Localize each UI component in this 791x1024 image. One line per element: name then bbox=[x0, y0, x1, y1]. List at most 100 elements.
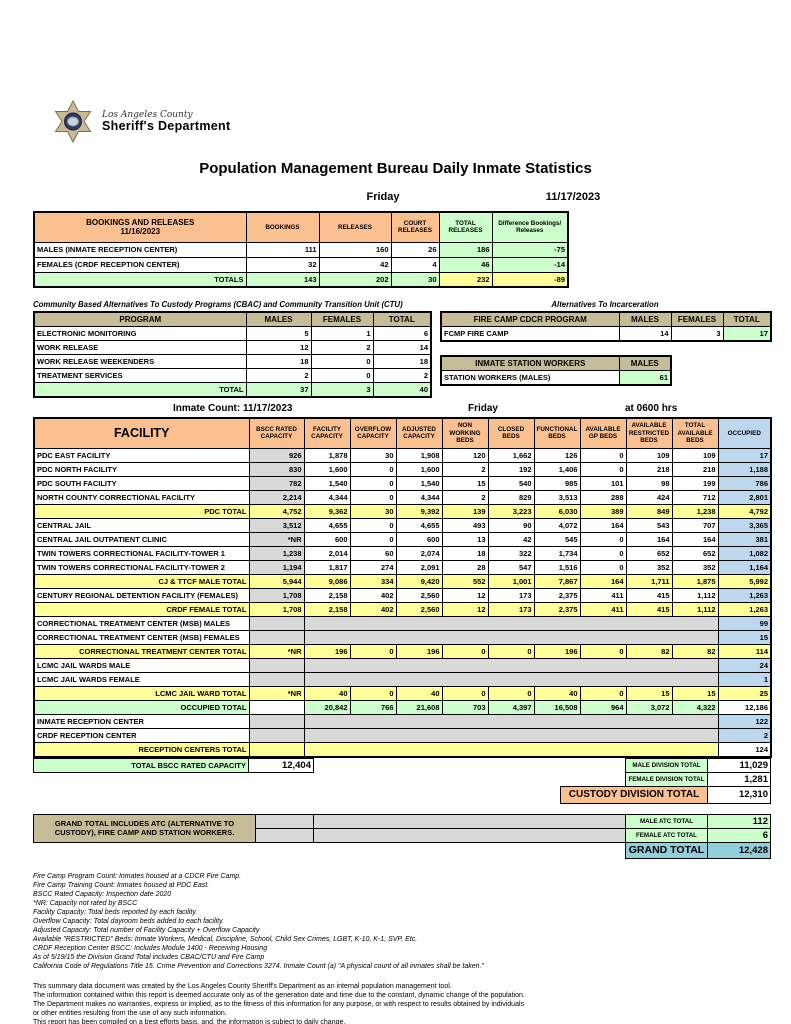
column-header: TOTAL bbox=[372, 311, 432, 327]
value-cell: 5,992 bbox=[717, 573, 772, 589]
total-bscc-row: TOTAL BSCC RATED CAPACITY 12,404 MALE DI… bbox=[33, 757, 771, 773]
facility-row: TWIN TOWERS CORRECTIONAL FACILITY-TOWER … bbox=[33, 545, 772, 561]
value-cell: 0 bbox=[349, 489, 397, 505]
footnote-line: Fire Camp Program Count: Inmates housed … bbox=[33, 872, 242, 880]
value-cell: 199 bbox=[671, 475, 719, 491]
spacer-cell bbox=[248, 629, 305, 645]
footnote-line: *NR: Capacity not rated by BSCC bbox=[33, 899, 138, 907]
value-cell: 545 bbox=[533, 531, 581, 547]
value-cell: 143 bbox=[245, 271, 320, 288]
value-cell: 4,752 bbox=[248, 503, 305, 519]
row-label: MALES (INMATE RECEPTION CENTER) bbox=[33, 241, 247, 258]
totals-label: TOTAL bbox=[33, 382, 247, 398]
footnote-line: Fire Camp Training Count: Inmates housed… bbox=[33, 881, 210, 889]
column-header: Difference Bookings/ Releases bbox=[491, 211, 569, 243]
value-cell: 1,875 bbox=[671, 573, 719, 589]
facility-row: CRDF FEMALE TOTAL 1,708 2,158 402 2,560 12 173… bbox=[33, 601, 772, 617]
programs-section: Community Based Alternatives To Custody … bbox=[33, 300, 772, 398]
value-cell: 849 bbox=[625, 503, 673, 519]
value-cell: 218 bbox=[671, 461, 719, 477]
value-cell: 40 bbox=[303, 685, 351, 701]
row-label: STATION WORKERS (MALES) bbox=[440, 370, 620, 386]
disclaimer-line: This summary data document was created b… bbox=[33, 982, 452, 990]
value-cell: 15 bbox=[441, 475, 489, 491]
value-cell: 164 bbox=[579, 517, 627, 533]
value-cell: 1,540 bbox=[303, 475, 351, 491]
value-cell: 0 bbox=[487, 685, 535, 701]
facility-row: PDC NORTH FACILITY 830 1,600 0 1,600 2 192 1,40… bbox=[33, 461, 772, 477]
value-cell: 600 bbox=[395, 531, 443, 547]
facility-label: INMATE RECEPTION CENTER bbox=[33, 713, 250, 729]
total-label: CJ & TTCF MALE TOTAL bbox=[33, 573, 250, 589]
column-header: CLOSED BEDS bbox=[487, 417, 535, 449]
value-cell: 652 bbox=[625, 545, 673, 561]
facility-row: CJ & TTCF MALE TOTAL 5,944 9,086 334 9,420 55… bbox=[33, 573, 772, 589]
value-cell: 334 bbox=[349, 573, 397, 589]
value-cell: 1,112 bbox=[671, 601, 719, 617]
spacer-cell bbox=[255, 827, 314, 843]
value-cell: *NR bbox=[248, 685, 305, 701]
value-cell: 703 bbox=[441, 699, 489, 715]
value-cell: 40 bbox=[395, 685, 443, 701]
column-header: OVERFLOW CAPACITY bbox=[349, 417, 397, 449]
column-header: FUNCTIONAL BEDS bbox=[533, 417, 581, 449]
value-cell: *NR bbox=[248, 531, 305, 547]
value-cell: 16,508 bbox=[533, 699, 581, 715]
disclaimer-line: The information contained within this re… bbox=[33, 991, 525, 999]
value-cell: 25 bbox=[717, 685, 772, 701]
value-cell: 381 bbox=[717, 531, 772, 547]
value-cell: 30 bbox=[349, 503, 397, 519]
value-cell: 424 bbox=[625, 489, 673, 505]
value-cell: 1,540 bbox=[395, 475, 443, 491]
value-cell: 1,908 bbox=[395, 447, 443, 463]
facility-row: NORTH COUNTY CORRECTIONAL FACILITY 2,214 4… bbox=[33, 489, 772, 505]
value-cell: 712 bbox=[671, 489, 719, 505]
value-cell: 4 bbox=[390, 256, 440, 273]
facility-row: OCCUPIED TOTAL 20,842 766 21,608 703 4,397 16,… bbox=[33, 699, 772, 715]
male-division-value: 11,029 bbox=[707, 757, 771, 773]
spacer-cell bbox=[303, 629, 719, 645]
value-cell: 90 bbox=[487, 517, 535, 533]
value-cell: 0 bbox=[349, 517, 397, 533]
facility-label: NORTH COUNTY CORRECTIONAL FACILITY bbox=[33, 489, 250, 505]
value-cell: 552 bbox=[441, 573, 489, 589]
spacer-cell bbox=[303, 741, 719, 757]
facility-label: CRDF RECEPTION CENTER bbox=[33, 727, 250, 743]
column-header: FACILITY CAPACITY bbox=[303, 417, 351, 449]
fire-camp-header: FIRE CAMP CDCR PROGRAM bbox=[440, 311, 620, 327]
facility-label: CENTRAL JAIL bbox=[33, 517, 250, 533]
inmate-count-day: Friday bbox=[467, 403, 498, 414]
value-cell: 9,362 bbox=[303, 503, 351, 519]
cbac-title: Community Based Alternatives To Custody … bbox=[33, 300, 403, 309]
value-cell: 2,074 bbox=[395, 545, 443, 561]
value-cell: 600 bbox=[303, 531, 351, 547]
value-cell: 2,560 bbox=[395, 601, 443, 617]
value-cell: 0 bbox=[310, 354, 374, 369]
facility-label: LCMC JAIL WARDS FEMALE bbox=[33, 671, 250, 687]
bookings-header-row: BOOKINGS AND RELEASES 11/16/2023 BOOKING… bbox=[33, 211, 569, 243]
row-label: FEMALES (CRDF RECEPTION CENTER) bbox=[33, 256, 247, 273]
value-cell: 12,186 bbox=[717, 699, 772, 715]
report-day: Friday bbox=[366, 191, 400, 203]
value-cell bbox=[248, 699, 305, 715]
grand-total-row: GRAND TOTAL 12,428 bbox=[34, 841, 771, 859]
spacer-cell bbox=[303, 615, 719, 631]
column-header: FEMALES bbox=[310, 311, 374, 327]
footnote-line: Adjusted Capacity: Total number of Facil… bbox=[33, 926, 260, 934]
female-division-label: FEMALE DIVISION TOTAL bbox=[625, 771, 708, 787]
value-cell: 2 bbox=[310, 340, 374, 355]
fire-camp-table: FIRE CAMP CDCR PROGRAM MALES FEMALES TOT… bbox=[440, 311, 772, 342]
value-cell: 0 bbox=[579, 559, 627, 575]
value-cell: 4,655 bbox=[395, 517, 443, 533]
column-header: RELEASES bbox=[318, 211, 392, 243]
spacer-cell bbox=[303, 657, 719, 673]
facility-row: LCMC JAIL WARDS FEMALE 1 bbox=[33, 671, 772, 687]
cbac-row: TREATMENT SERVICES 2 0 2 bbox=[33, 368, 432, 383]
male-atc-label: MALE ATC TOTAL bbox=[625, 813, 708, 829]
column-header: TOTAL bbox=[722, 311, 772, 327]
footnote-line: Facility Capacity: Total beds reported b… bbox=[33, 908, 198, 916]
facility-row: LCMC JAIL WARDS MALE 24 bbox=[33, 657, 772, 673]
value-cell: 120 bbox=[441, 447, 489, 463]
spacer-cell bbox=[303, 671, 719, 687]
value-cell: 37 bbox=[245, 382, 312, 398]
